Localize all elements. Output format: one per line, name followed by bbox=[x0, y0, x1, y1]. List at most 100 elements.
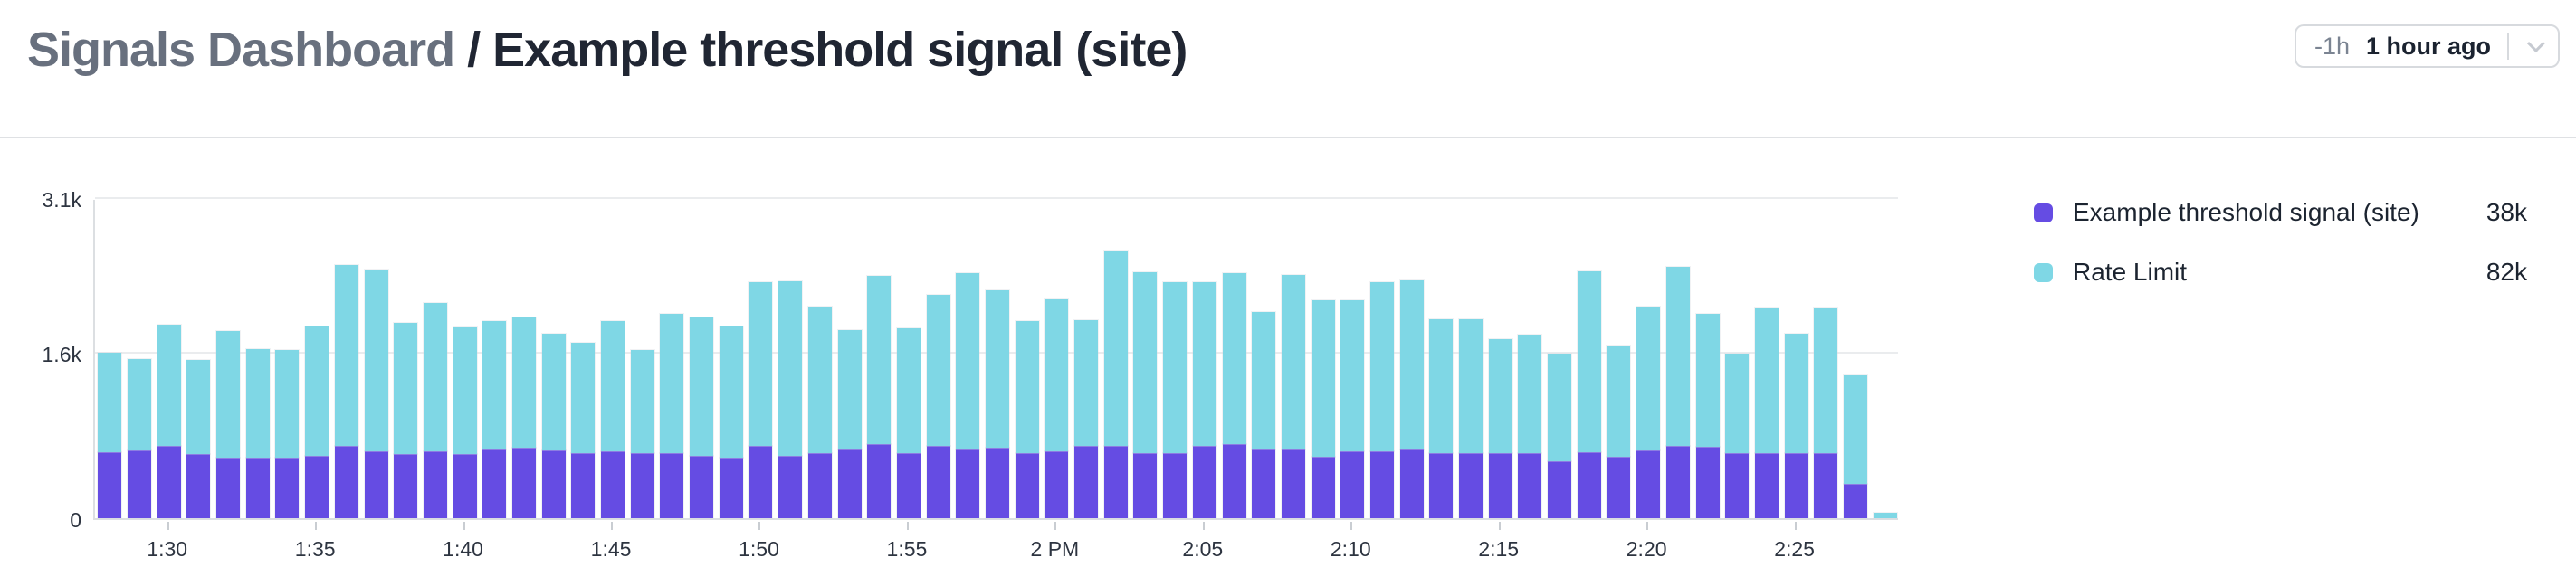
bar-segment-threshold-signal[interactable] bbox=[157, 446, 181, 518]
bar-segment-threshold-signal[interactable] bbox=[601, 451, 625, 518]
bar-segment-rate-limit[interactable] bbox=[1636, 306, 1661, 451]
bar-segment-threshold-signal[interactable] bbox=[1459, 453, 1484, 518]
bar-segment-threshold-signal[interactable] bbox=[1843, 484, 1867, 518]
bar-segment-rate-limit[interactable] bbox=[541, 333, 566, 451]
bar-1:50[interactable] bbox=[749, 198, 773, 518]
bar-2:13[interactable] bbox=[1429, 198, 1454, 518]
bar-2:16[interactable] bbox=[1518, 198, 1542, 518]
bar-2:00[interactable] bbox=[1045, 198, 1069, 518]
bar-2:15[interactable] bbox=[1488, 198, 1512, 518]
bar-segment-rate-limit[interactable] bbox=[186, 360, 211, 455]
bar-1:43[interactable] bbox=[541, 198, 566, 518]
bar-segment-threshold-signal[interactable] bbox=[394, 454, 418, 518]
bar-2:25[interactable] bbox=[1784, 198, 1808, 518]
bar-segment-threshold-signal[interactable] bbox=[1784, 453, 1808, 518]
bar-segment-rate-limit[interactable] bbox=[1695, 313, 1720, 448]
bar-1:33[interactable] bbox=[245, 198, 270, 518]
bar-segment-rate-limit[interactable] bbox=[98, 353, 122, 452]
bar-segment-threshold-signal[interactable] bbox=[1369, 451, 1394, 518]
bar-segment-rate-limit[interactable] bbox=[630, 350, 654, 454]
bar-1:59[interactable] bbox=[1015, 198, 1039, 518]
bar-1:53[interactable] bbox=[837, 198, 862, 518]
bar-1:37[interactable] bbox=[364, 198, 388, 518]
legend-item-rate-limit[interactable]: Rate Limit 82k bbox=[2034, 258, 2527, 286]
bar-segment-rate-limit[interactable] bbox=[837, 329, 862, 450]
bar-segment-rate-limit[interactable] bbox=[1340, 300, 1365, 452]
bar-segment-rate-limit[interactable] bbox=[807, 306, 832, 454]
bar-segment-threshold-signal[interactable] bbox=[1488, 453, 1512, 518]
bar-segment-threshold-signal[interactable] bbox=[1045, 451, 1069, 518]
bar-2:08[interactable] bbox=[1281, 198, 1305, 518]
bar-segment-rate-limit[interactable] bbox=[1133, 271, 1158, 453]
bar-2:07[interactable] bbox=[1252, 198, 1276, 518]
bar-2:10[interactable] bbox=[1340, 198, 1365, 518]
bar-1:42[interactable] bbox=[511, 198, 536, 518]
bar-2:04[interactable] bbox=[1163, 198, 1188, 518]
bar-segment-threshold-signal[interactable] bbox=[778, 455, 803, 518]
bar-2:09[interactable] bbox=[1311, 198, 1335, 518]
bar-1:56[interactable] bbox=[926, 198, 950, 518]
bar-segment-rate-limit[interactable] bbox=[719, 326, 743, 459]
bar-segment-threshold-signal[interactable] bbox=[1548, 461, 1572, 518]
bar-segment-rate-limit[interactable] bbox=[1488, 339, 1512, 454]
bar-segment-threshold-signal[interactable] bbox=[511, 448, 536, 518]
bar-segment-rate-limit[interactable] bbox=[1577, 271, 1601, 452]
bar-segment-threshold-signal[interactable] bbox=[1399, 449, 1424, 518]
bar-2:22[interactable] bbox=[1695, 198, 1720, 518]
bar-segment-threshold-signal[interactable] bbox=[660, 452, 684, 518]
bar-2:19[interactable] bbox=[1607, 198, 1631, 518]
bar-segment-rate-limit[interactable] bbox=[334, 264, 358, 447]
bar-segment-threshold-signal[interactable] bbox=[1103, 446, 1128, 518]
bar-1:51[interactable] bbox=[778, 198, 803, 518]
bar-segment-rate-limit[interactable] bbox=[1192, 282, 1216, 447]
bar-segment-rate-limit[interactable] bbox=[986, 289, 1009, 449]
bar-segment-threshold-signal[interactable] bbox=[1665, 446, 1690, 518]
bar-segment-threshold-signal[interactable] bbox=[630, 453, 654, 518]
bar-2:06[interactable] bbox=[1222, 198, 1246, 518]
bar-1:46[interactable] bbox=[630, 198, 654, 518]
bar-2:23[interactable] bbox=[1725, 198, 1750, 518]
bar-1:49[interactable] bbox=[719, 198, 743, 518]
bar-segment-rate-limit[interactable] bbox=[1518, 334, 1542, 453]
bar-segment-rate-limit[interactable] bbox=[1222, 272, 1246, 445]
bar-1:44[interactable] bbox=[571, 198, 596, 518]
bar-segment-threshold-signal[interactable] bbox=[1222, 444, 1246, 518]
bar-2:24[interactable] bbox=[1754, 198, 1779, 518]
bar-segment-threshold-signal[interactable] bbox=[1163, 452, 1188, 518]
bar-segment-threshold-signal[interactable] bbox=[453, 454, 477, 518]
bar-segment-rate-limit[interactable] bbox=[1311, 300, 1335, 458]
bar-segment-threshold-signal[interactable] bbox=[541, 450, 566, 518]
bar-segment-threshold-signal[interactable] bbox=[98, 451, 122, 518]
bar-1:41[interactable] bbox=[482, 198, 507, 518]
bar-segment-threshold-signal[interactable] bbox=[986, 448, 1009, 518]
bar-segment-threshold-signal[interactable] bbox=[1754, 453, 1779, 518]
bar-segment-rate-limit[interactable] bbox=[423, 302, 447, 452]
bar-segment-threshold-signal[interactable] bbox=[1252, 449, 1276, 518]
bar-2:05[interactable] bbox=[1192, 198, 1216, 518]
bar-2:14[interactable] bbox=[1459, 198, 1484, 518]
bar-segment-threshold-signal[interactable] bbox=[1192, 446, 1216, 518]
bar-segment-rate-limit[interactable] bbox=[157, 325, 181, 447]
bar-1:34[interactable] bbox=[275, 198, 300, 518]
bar-2:02[interactable] bbox=[1103, 198, 1128, 518]
bar-segment-rate-limit[interactable] bbox=[1252, 311, 1276, 449]
bar-segment-threshold-signal[interactable] bbox=[1074, 446, 1099, 518]
bar-segment-threshold-signal[interactable] bbox=[1518, 452, 1542, 518]
bar-segment-rate-limit[interactable] bbox=[275, 350, 300, 459]
bar-segment-threshold-signal[interactable] bbox=[1695, 447, 1720, 518]
bar-segment-threshold-signal[interactable] bbox=[571, 452, 596, 518]
bar-segment-threshold-signal[interactable] bbox=[690, 455, 714, 518]
bar-1:29[interactable] bbox=[128, 198, 152, 518]
bar-1:52[interactable] bbox=[807, 198, 832, 518]
bar-1:32[interactable] bbox=[216, 198, 241, 518]
bar-1:40[interactable] bbox=[453, 198, 477, 518]
bar-1:45[interactable] bbox=[601, 198, 625, 518]
bar-1:54[interactable] bbox=[867, 198, 892, 518]
bar-2:03[interactable] bbox=[1133, 198, 1158, 518]
bar-segment-threshold-signal[interactable] bbox=[423, 451, 447, 518]
bar-1:38[interactable] bbox=[394, 198, 418, 518]
bar-2:12[interactable] bbox=[1399, 198, 1424, 518]
bar-segment-rate-limit[interactable] bbox=[1459, 318, 1484, 454]
bar-2:21[interactable] bbox=[1665, 198, 1690, 518]
bar-segment-rate-limit[interactable] bbox=[1548, 353, 1572, 462]
